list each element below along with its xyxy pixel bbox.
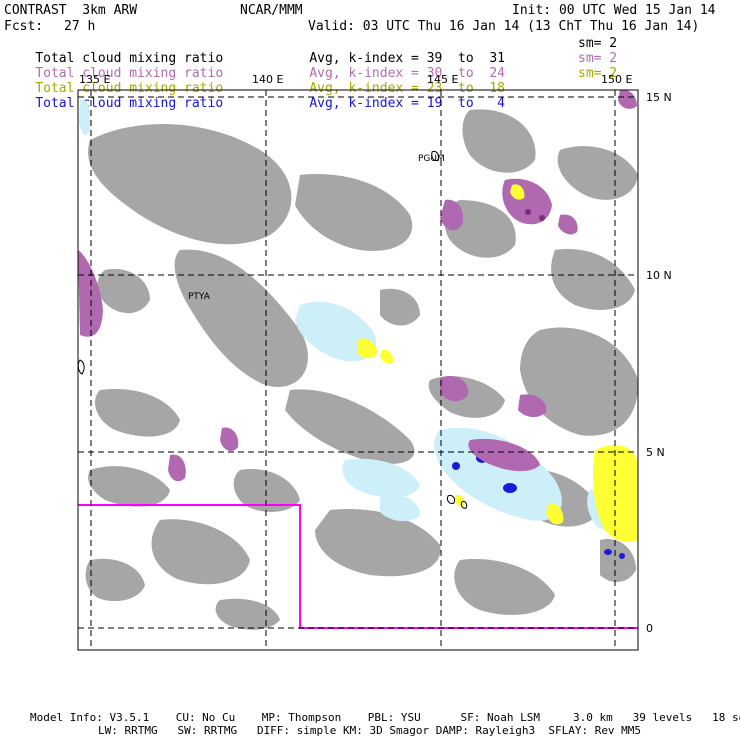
lon-label: 145 E [427, 73, 458, 86]
mid-cloud-field [78, 89, 637, 482]
legend-to: to [458, 51, 474, 66]
legend-k-to: 31 [489, 51, 505, 66]
station-label: PGUM [418, 154, 445, 164]
legend-row: Total cloud mixing ratio [4, 36, 223, 81]
legend-stat: Avg, k-index = 39 to 31 [278, 36, 505, 81]
model-title: CONTRAST 3km ARW [4, 3, 138, 18]
legend-stat: Avg, k-index = 23 to 18 [278, 66, 505, 111]
map-content [78, 89, 639, 630]
init-time: Init: 00 UTC Wed 15 Jan 14 [512, 3, 716, 18]
lon-label: 140 E [252, 73, 283, 86]
stations: PGUM PTYA [188, 154, 445, 302]
agency-label: NCAR/MMM [240, 3, 303, 18]
lon-label: 150 E [601, 73, 632, 86]
legend-field: Total cloud mixing ratio [35, 96, 224, 111]
legend-stat-label: Avg, k-index = [309, 81, 419, 96]
legend-k-to: 24 [489, 66, 505, 81]
legend-k-from: 19 [426, 96, 443, 111]
legend-field: Total cloud mixing ratio [35, 51, 224, 66]
legend-field: Total cloud mixing ratio [35, 66, 224, 81]
lat-label: 15 N [646, 91, 672, 104]
legend-stat-label: Avg, k-index = [309, 51, 419, 66]
legend-k-from: 23 [426, 81, 443, 96]
legend-stat: Avg, k-index = 19 to 4 [278, 81, 505, 126]
high-cloud-field [85, 109, 639, 630]
legend-k-to: 18 [489, 81, 505, 96]
legend-stat-label: Avg, k-index = [309, 66, 419, 81]
legend-k-to: 4 [497, 96, 505, 111]
lat-label: 0 [646, 622, 653, 635]
lon-label: 135 E [79, 73, 110, 86]
station-label: PTYA [188, 292, 211, 302]
legend-row: Total cloud mixing ratio [4, 51, 223, 96]
legend-stat: Avg, k-index = 30 to 24 [278, 51, 505, 96]
legend-k-from: 30 [426, 66, 443, 81]
lat-label: 5 N [646, 446, 665, 459]
low-cloud-field [358, 184, 638, 542]
valid-time: Valid: 03 UTC Thu 16 Jan 14 (13 ChT Thu … [308, 19, 700, 34]
legend-k-from: 39 [426, 51, 443, 66]
lat-lon-grid [78, 90, 638, 650]
model-info-line1: Model Info: V3.5.1 CU: No Cu MP: Thompso… [30, 711, 740, 724]
legend-row: Total cloud mixing ratio [4, 81, 223, 126]
legend-smooth: sm= 2 [578, 36, 618, 51]
model-info-line2: LW: RRTMG SW: RRTMG DIFF: simple KM: 3D … [98, 724, 642, 737]
legend-to: to [458, 81, 474, 96]
legend-stat-label: Avg, k-index = [309, 96, 419, 111]
legend-smooth: sm= 2 [578, 51, 618, 66]
forecast-label: Fcst: [4, 19, 44, 34]
forecast-hour: 27 h [64, 19, 96, 34]
lat-label: 10 N [646, 269, 672, 282]
coastline [77, 151, 468, 509]
legend-smooth: sm= 2 [578, 66, 618, 81]
mid-cloud-core [525, 209, 545, 221]
legend-to: to [458, 96, 474, 111]
map-frame [77, 89, 639, 651]
axis-labels: 135 E 140 E 145 E 150 E 15 N 10 N 5 N 0 [79, 73, 672, 635]
legend-to: to [458, 66, 474, 81]
legend-field: Total cloud mixing ratio [35, 81, 224, 96]
legend-row: Total cloud mixing ratio [4, 66, 223, 111]
